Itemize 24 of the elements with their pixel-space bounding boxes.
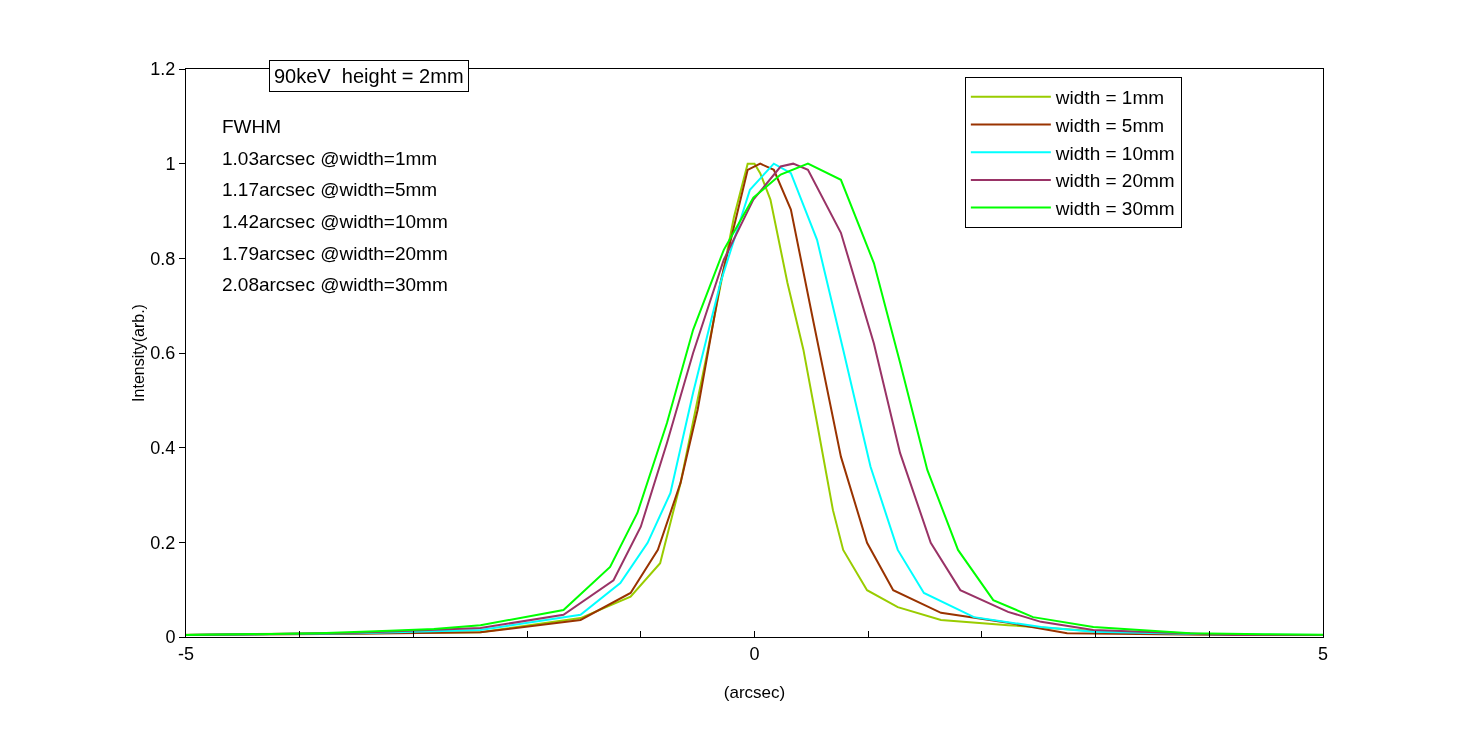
legend-label: width = 30mm [1054,198,1175,220]
y-tick-label: 0.2 [150,532,176,553]
y-tick-label: 0.6 [150,343,176,364]
y-tick-label: 1.2 [150,59,176,80]
legend-label: width = 5mm [1054,114,1165,136]
annotation: 1.42arcsec @width=10mm [222,211,448,232]
x-axis-title: (arcsec) [723,683,786,702]
x-tick-label: 0 [749,643,760,664]
annotation: 1.03arcsec @width=1mm [222,148,438,169]
x-tick-label: 5 [1317,643,1329,664]
annotation: 1.17arcsec @width=5mm [222,179,438,200]
y-axis-title: Intensity(arb.) [130,304,147,402]
annotation: 90keV height = 2mm [274,65,464,87]
legend-label: width = 20mm [1054,170,1175,192]
y-tick-label: 0 [165,627,176,648]
y-tick-label: 0.4 [150,437,176,458]
annotation: 2.08arcsec @width=30mm [222,274,448,295]
y-tick-label: 1 [165,153,176,174]
legend-label: width = 10mm [1054,142,1175,164]
x-tick-label: -5 [177,643,195,664]
annotation: 1.79arcsec @width=20mm [222,243,448,264]
annotation: FWHM [222,116,282,137]
y-tick-label: 0.8 [150,248,176,269]
legend-label: width = 1mm [1054,87,1165,109]
